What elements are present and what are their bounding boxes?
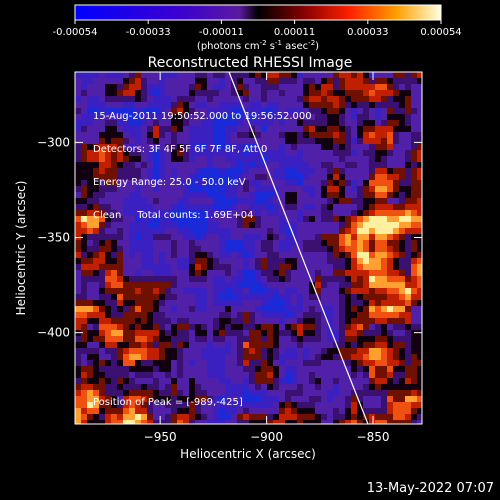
peak-position-text: Position of Peak = [-989,-425] <box>93 397 243 408</box>
colorbar-ticks: -0.00054 -0.00033 -0.00011 0.00011 0.00033 0.… <box>53 20 462 38</box>
x-axis-label: Heliocentric X (arcsec) <box>180 447 316 461</box>
plot-frame <box>74 71 423 425</box>
colorbar-tick-label: -0.00054 <box>53 27 98 38</box>
colorbar-tick-label: -0.00011 <box>199 27 244 38</box>
colorbar-tick-label: -0.00033 <box>126 27 171 38</box>
colorbar-tick-label: 0.00011 <box>274 27 315 38</box>
plot-title: Reconstructed RHESSI Image <box>148 55 353 71</box>
x-tick-label: −850 <box>357 430 390 444</box>
y-tick-label: −300 <box>37 135 70 149</box>
heatmap-image <box>75 72 422 424</box>
colorbar <box>74 4 442 21</box>
detectors-text: Detectors: 3F 4F 5F 6F 7F 8F, Att 0 <box>93 144 268 155</box>
energy-range-text: Energy Range: 25.0 - 50.0 keV <box>93 177 246 188</box>
colorbar-units: (photons cm-2 s-1 asec-2) <box>197 39 319 52</box>
colorbar-tick-label: 0.00033 <box>347 27 388 38</box>
footer-timestamp: 13-May-2022 07:07 <box>366 481 494 496</box>
y-axis-label: Heliocentric Y (arcsec) <box>14 181 28 316</box>
axis-ticks: −950 −900 −850 −300 −350 −400 <box>37 72 422 444</box>
time-range-text: 15-Aug-2011 19:50:52.000 to 19:56:52.000 <box>93 111 312 122</box>
clean-counts-text: Clean Total counts: 1.69E+04 <box>93 210 254 221</box>
y-tick-label: −350 <box>37 231 70 245</box>
observation-info: 15-Aug-2011 19:50:52.000 to 19:56:52.000… <box>93 89 312 243</box>
x-tick-label: −900 <box>250 430 283 444</box>
y-tick-label: −400 <box>37 326 70 340</box>
x-tick-label: −950 <box>144 430 177 444</box>
solar-limb-line <box>228 72 369 424</box>
colorbar-tick-label: 0.00054 <box>420 27 461 38</box>
